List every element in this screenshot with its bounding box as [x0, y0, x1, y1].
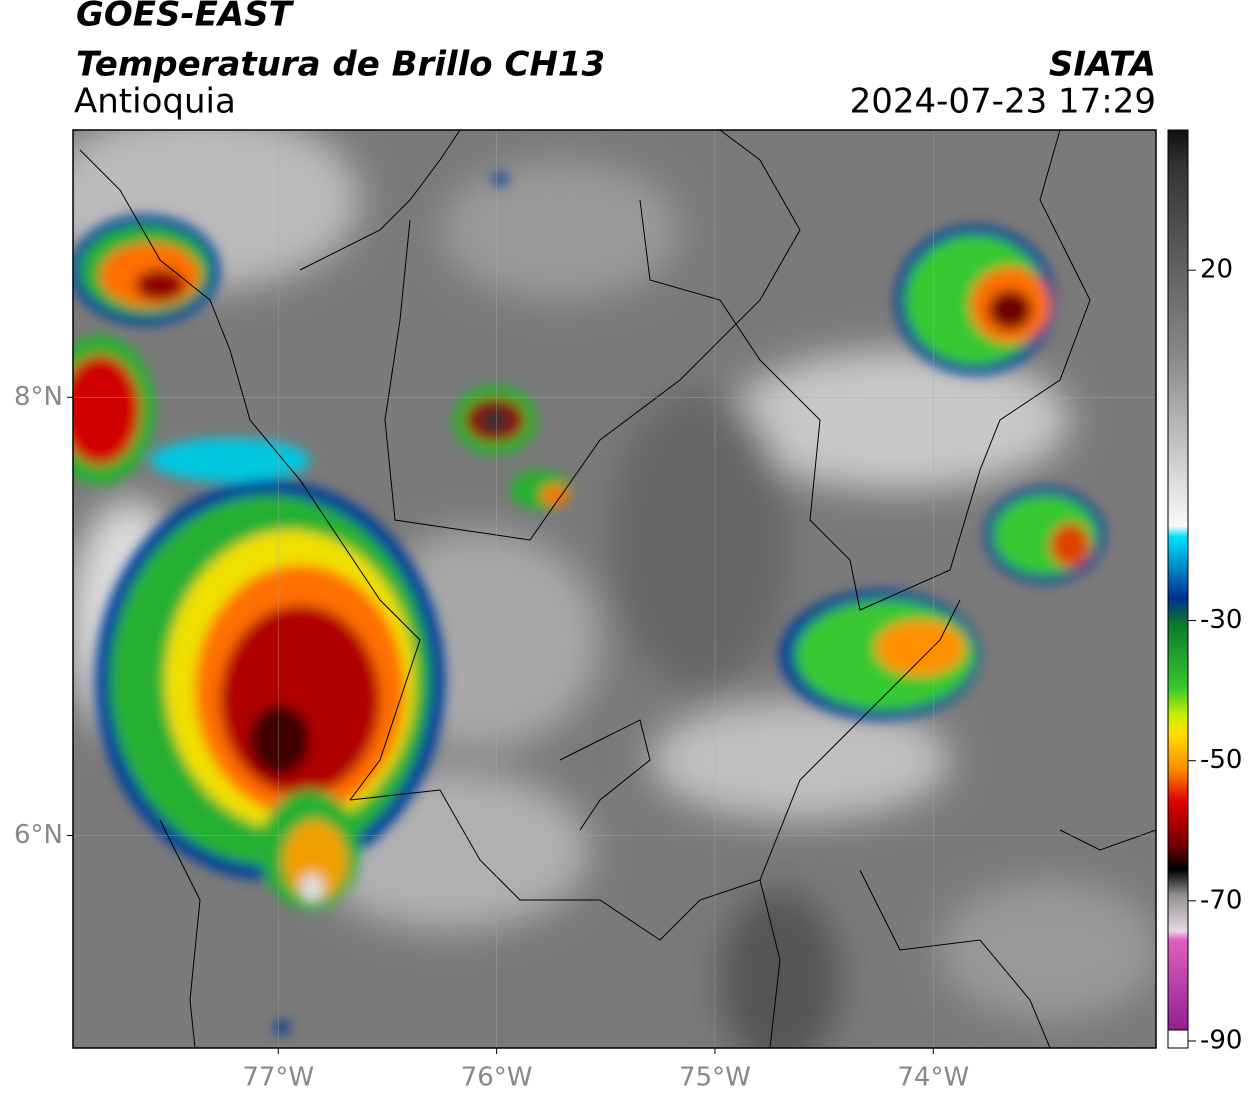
- subtitle: Temperatura de Brillo CH13: [76, 45, 605, 85]
- x-tick-label: 76°W: [461, 1063, 533, 1093]
- colorbar-tick-label: 20: [1200, 255, 1233, 285]
- storms: [73, 173, 1105, 1034]
- y-tick-label: 8°N: [14, 382, 63, 412]
- colorbar-tick-label: -70: [1200, 885, 1242, 915]
- timestamp: 2024-07-23 17:29: [850, 82, 1156, 122]
- region: Antioquia: [74, 82, 236, 122]
- y-tick-label: 6°N: [14, 820, 63, 850]
- title: GOES-EAST: [76, 0, 295, 35]
- colorbar-tick-label: -50: [1200, 745, 1242, 775]
- colorbar-frame: [1167, 129, 1189, 1049]
- map-image: [73, 130, 1156, 1048]
- grid: [73, 130, 1156, 1048]
- colorbar: [1168, 130, 1188, 1030]
- x-tick-label: 74°W: [897, 1063, 969, 1093]
- x-tick-label: 77°W: [242, 1063, 314, 1093]
- colorbar-under: [1167, 1029, 1189, 1049]
- colorbar-tick-label: -30: [1200, 605, 1242, 635]
- colorbar-tick-label: -90: [1200, 1025, 1242, 1055]
- source: SIATA: [1049, 45, 1156, 85]
- map-frame: [72, 129, 1157, 1049]
- x-tick-label: 75°W: [679, 1063, 751, 1093]
- borders: [79, 130, 1156, 1048]
